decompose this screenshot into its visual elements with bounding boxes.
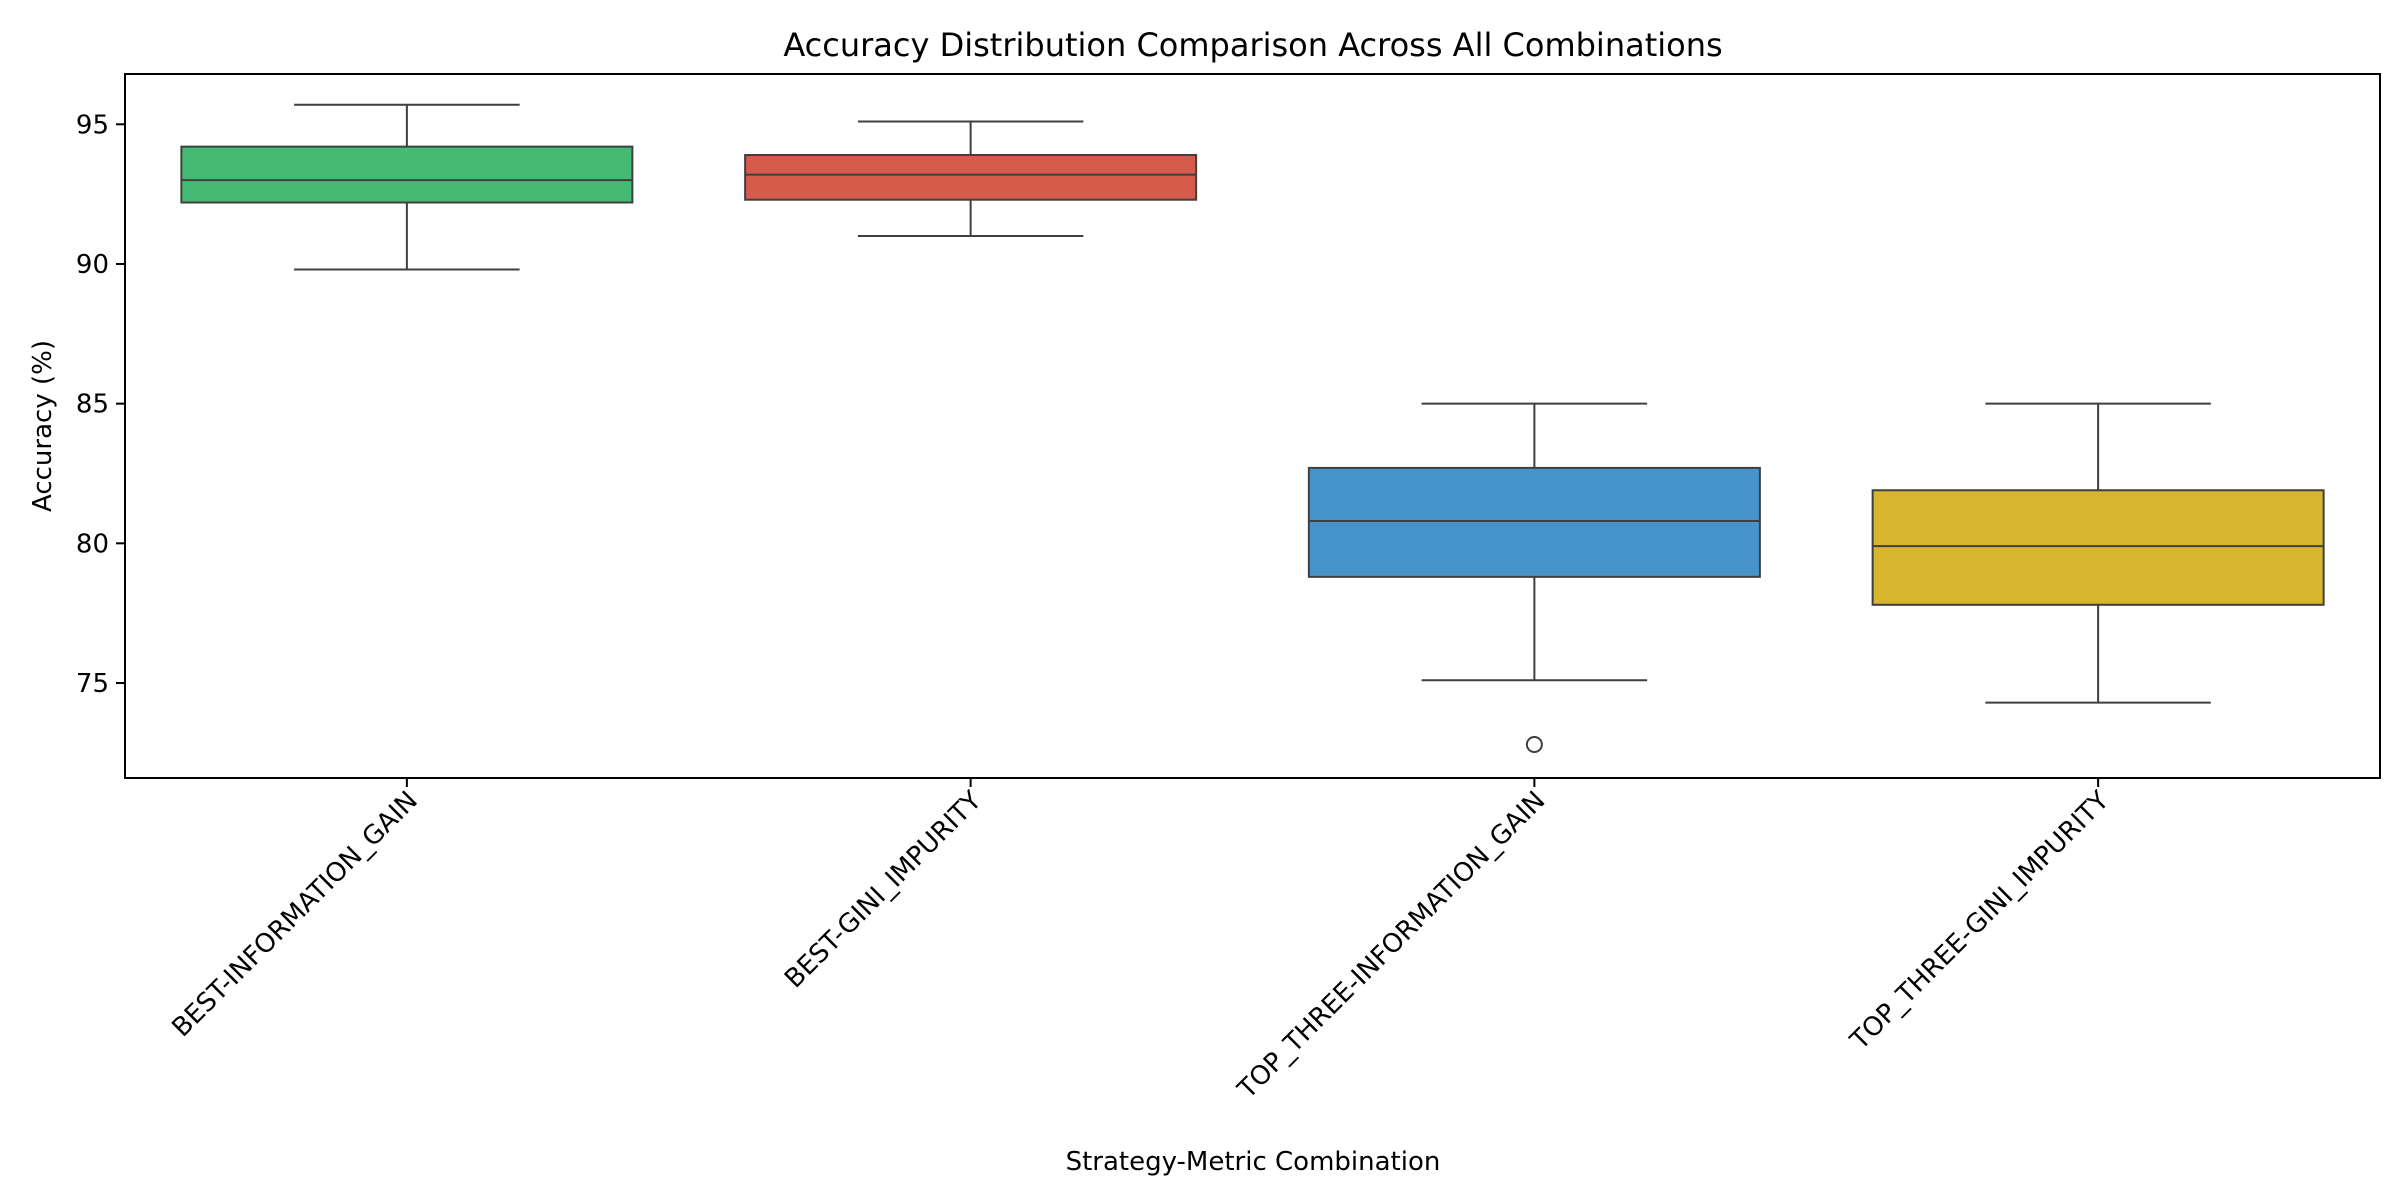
x-axis-label: Strategy-Metric Combination: [1066, 1147, 1441, 1177]
x-tick-label: BEST-INFORMATION_GAIN: [166, 786, 423, 1043]
y-tick-label: 75: [76, 669, 109, 699]
chart-title: Accuracy Distribution Comparison Across …: [783, 26, 1722, 64]
box-group: [1307, 402, 1761, 753]
plot-area: [180, 103, 2325, 753]
y-tick-label: 95: [76, 110, 109, 140]
box-iqr: [180, 145, 634, 204]
x-tick-label: TOP_THREE-INFORMATION_GAIN: [1232, 786, 1552, 1106]
y-tick-label: 80: [76, 529, 109, 559]
box-iqr: [1871, 489, 2325, 606]
y-tick-label: 90: [76, 250, 109, 280]
box-iqr: [744, 154, 1198, 201]
x-tick-label: TOP_THREE-GINI_IMPURITY: [1844, 786, 2115, 1057]
y-tick-label: 85: [76, 390, 109, 420]
x-tick-label: BEST-GINI_IMPURITY: [779, 786, 988, 995]
box-group: [1871, 402, 2325, 704]
plot-frame: [124, 73, 2381, 779]
box-iqr: [1307, 466, 1761, 578]
box-group: [180, 103, 634, 271]
outlier-point: [1525, 735, 1543, 753]
y-axis-label: Accuracy (%): [28, 340, 58, 512]
box-group: [744, 120, 1198, 238]
